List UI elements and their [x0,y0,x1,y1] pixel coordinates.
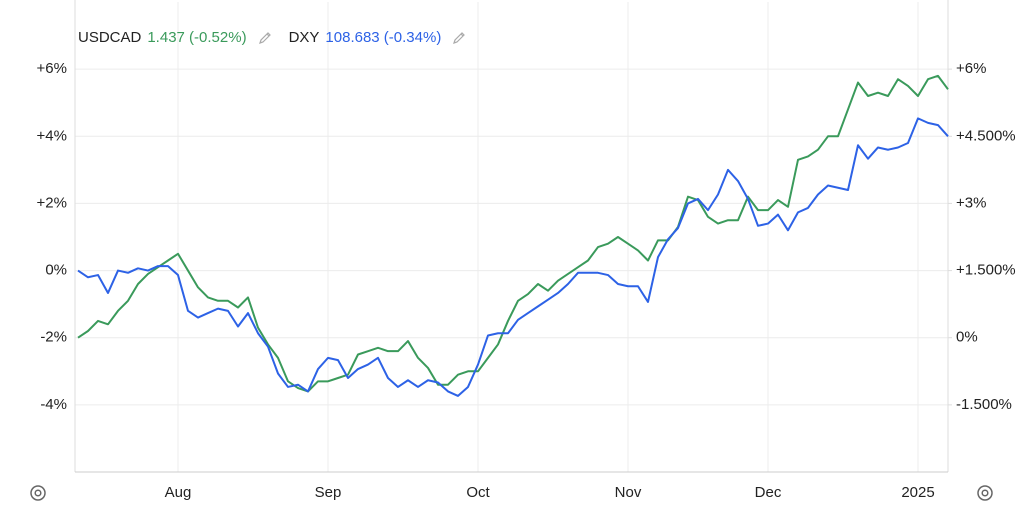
y-tick-label: -4% [40,396,67,413]
x-tick-label: Dec [755,484,782,501]
y2-tick-label: -1.500% [956,396,1012,413]
y-tick-label: +2% [37,194,67,211]
settings-right[interactable] [977,485,993,501]
grid [75,2,948,472]
y2-tick-label: +6% [956,60,986,77]
y-tick-label: +6% [37,60,67,77]
x-tick-label: Aug [165,484,192,501]
legend-name[interactable]: USDCAD [78,29,142,46]
y-tick-label: 0% [45,262,67,279]
y2-tick-label: +1.500% [956,262,1016,279]
series-line [77,117,949,397]
x-tick-label: Oct [466,484,490,501]
y-tick-label: +4% [37,127,67,144]
settings-left[interactable] [30,485,46,501]
x-tick-label: Nov [615,484,642,501]
x-tick-label: Sep [315,484,342,501]
y-tick-label: -2% [40,329,67,346]
y2-tick-label: +3% [956,194,986,211]
edit-icon[interactable] [257,30,273,46]
legend: USDCAD 1.437 (-0.52%) DXY 108.683 (-0.34%) [78,29,477,46]
y2-tick-label: 0% [956,329,978,346]
y2-tick-label: +4.500% [956,127,1016,144]
x-tick-label: 2025 [901,484,934,501]
series-line [77,74,949,393]
legend-name[interactable]: DXY [288,29,320,46]
legend-value: 108.683 (-0.34%) [325,29,442,46]
edit-icon[interactable] [451,30,467,46]
legend-value: 1.437 (-0.52%) [147,29,247,46]
